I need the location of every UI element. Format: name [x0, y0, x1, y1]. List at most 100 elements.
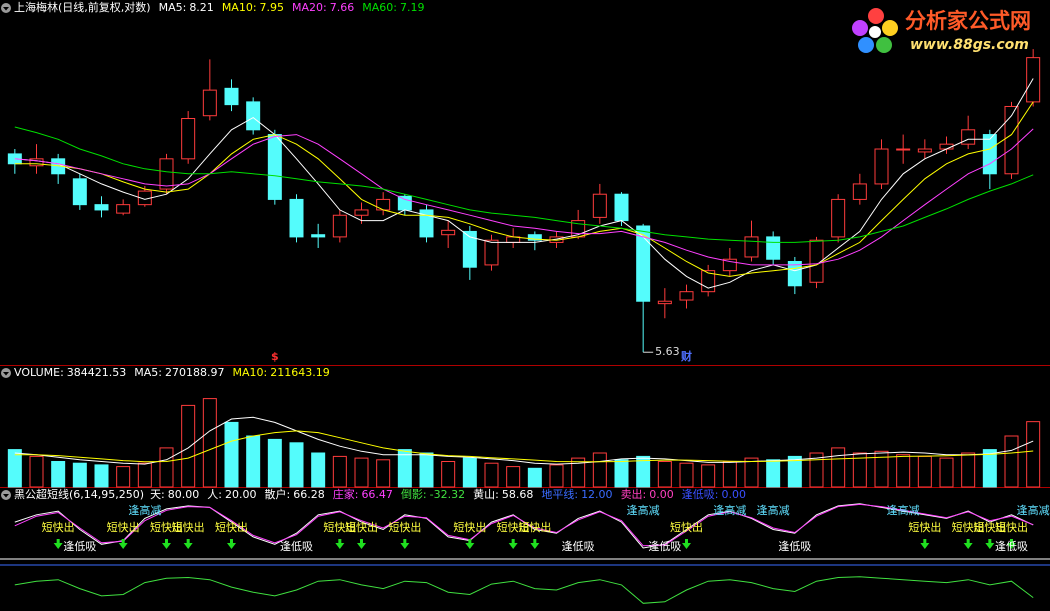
candle-body	[29, 158, 44, 167]
logo-center	[869, 26, 881, 38]
volume-bar	[549, 464, 564, 488]
candle-body	[354, 209, 369, 216]
candle-body	[462, 230, 477, 268]
candle-body	[636, 225, 651, 302]
legend-name: 黄山:	[473, 487, 499, 501]
volume-bar	[766, 459, 781, 488]
annotation: 财	[680, 349, 692, 363]
legend-name: MA60:	[362, 1, 397, 14]
signal-arrow	[118, 539, 128, 549]
legend-name: MA20:	[292, 1, 327, 14]
candle-body	[874, 148, 889, 185]
volume-bar	[441, 461, 456, 488]
volume-ma-line	[14, 416, 1034, 465]
candle-body	[917, 148, 932, 153]
volume-bar	[961, 452, 976, 488]
signal-label: 短快出	[388, 520, 421, 534]
signal-label: 逢高减	[627, 503, 660, 517]
candle-body	[181, 118, 196, 160]
volume-bar	[94, 464, 109, 488]
volume-bar	[939, 457, 954, 488]
legend-name: MA5:	[134, 366, 162, 379]
legend-value: 80.00	[168, 488, 200, 501]
legend-value: 66.47	[361, 488, 393, 501]
legend-value: 58.68	[502, 488, 534, 501]
candle-body	[679, 291, 694, 301]
candle-body	[982, 134, 997, 175]
legend-value: 7.66	[330, 1, 355, 14]
signal-label: 短快出	[172, 520, 205, 534]
signal-arrow	[400, 539, 410, 549]
volume-bar	[51, 461, 66, 488]
signal-arrow	[227, 539, 236, 549]
candle-body	[852, 183, 867, 200]
signal-label: 逢低吸	[995, 540, 1028, 553]
volume-bar	[614, 459, 629, 488]
volume-ma-line	[14, 430, 1034, 463]
candle-body	[484, 239, 499, 266]
signal-label: 逢高减	[1017, 503, 1050, 517]
candle-body	[961, 129, 976, 145]
logo-petal	[882, 20, 898, 36]
ma-line	[14, 128, 1034, 266]
volume-bar	[874, 450, 889, 488]
candle-body	[1004, 105, 1019, 175]
signal-label: 短快出	[518, 520, 551, 534]
volume-bar	[1004, 435, 1019, 488]
menu-icon-arrow	[3, 494, 9, 498]
signal-label: 短快出	[42, 520, 75, 534]
legend-name: 逢低吸:	[682, 488, 719, 501]
legend-value: 20.00	[225, 488, 257, 501]
legend-name: 人:	[207, 488, 222, 501]
volume-bar	[332, 455, 347, 488]
legend-name: 卖出:	[621, 487, 647, 501]
logo-petal	[868, 8, 884, 24]
legend-value: -32.32	[430, 488, 465, 501]
candle-body	[722, 258, 737, 272]
signal-label: 短快出	[952, 520, 985, 534]
signal-arrow	[465, 539, 475, 549]
volume-bar	[202, 398, 217, 488]
signal-label: 短快出	[670, 520, 703, 534]
signal-arrow	[183, 539, 193, 549]
signal-label: 逢低吸	[562, 540, 595, 553]
volume-bar	[311, 452, 326, 488]
candle-body	[766, 236, 781, 260]
legend-name: MA10:	[222, 1, 257, 14]
signal-label: 逢低吸	[648, 540, 681, 553]
volume-bar	[246, 435, 261, 488]
menu-icon-arrow	[3, 7, 9, 11]
volume-bar	[744, 457, 759, 488]
signal-label: 短快出	[995, 520, 1028, 534]
logo-url: www.88gs.com	[910, 37, 1029, 53]
volume-bar	[419, 452, 434, 488]
candle-body	[224, 87, 239, 106]
legend-name: 倒影:	[401, 488, 427, 501]
volume-bar	[571, 457, 586, 488]
volume-bar	[592, 452, 607, 488]
candle-body	[267, 134, 282, 200]
logo-petal	[858, 37, 874, 53]
volume-bar	[809, 452, 824, 488]
legend-value: 211643.19	[270, 366, 330, 379]
signal-label: 逢高减	[713, 503, 746, 517]
volume-bar	[224, 421, 239, 488]
volume-bar	[982, 449, 997, 488]
signal-arrow	[920, 539, 930, 549]
legend-value: 0.00	[722, 488, 747, 501]
chart-title: 上海梅林(日线,前复权,对数)	[14, 0, 151, 14]
candle-body	[592, 193, 607, 218]
signal-label: 逢低吸	[280, 540, 313, 553]
legend-name: 天:	[150, 488, 165, 501]
logo-title: 分析家公式网	[905, 9, 1031, 33]
signal-label: 逢高减	[128, 503, 161, 517]
legend-value: 66.28	[293, 488, 325, 501]
ma-line	[14, 78, 1034, 289]
legend-name: VOLUME:	[14, 366, 64, 379]
signal-arrow	[1007, 539, 1016, 549]
ma-line	[14, 101, 1034, 277]
candle-body	[159, 158, 174, 190]
legend-value: 384421.53	[67, 366, 127, 379]
volume-bar	[72, 462, 87, 488]
legend-name: 散户:	[265, 487, 291, 501]
